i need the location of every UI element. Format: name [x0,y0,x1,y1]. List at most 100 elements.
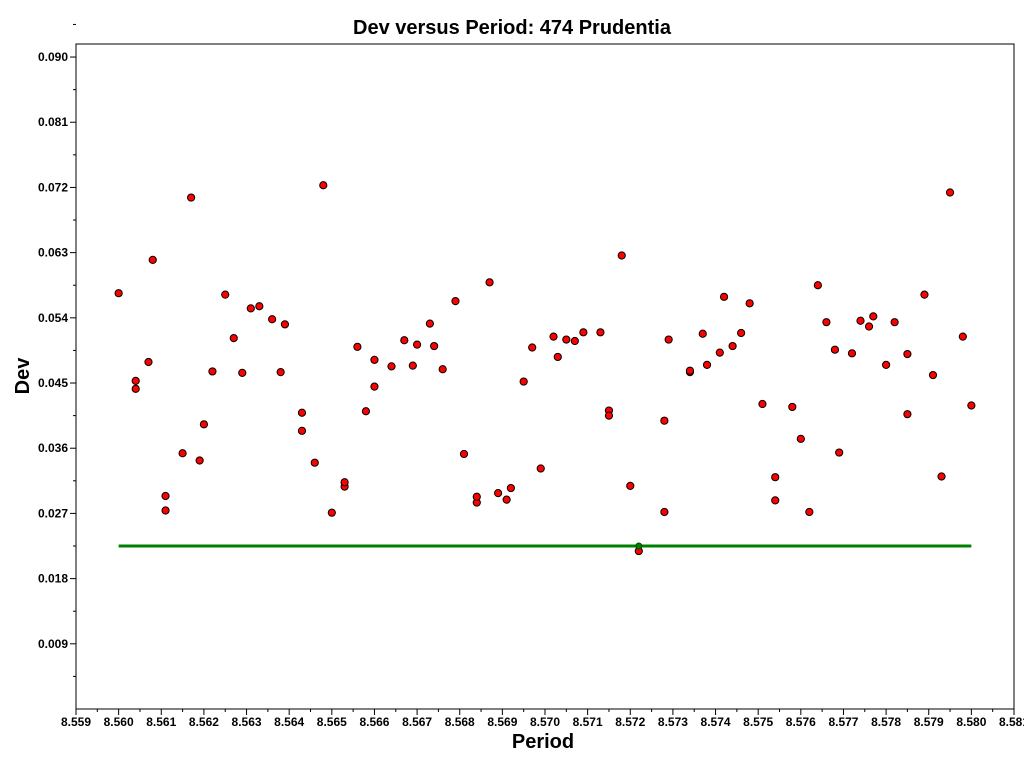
data-point [276,368,285,377]
data-point [553,352,562,362]
y-axis: 0.009 0.018 0.027 0.036 0.045 0.054 0.063 0.072… [38,23,76,677]
x-tick-label: 8.572 [615,715,645,729]
data-point [229,334,238,343]
y-tick-label: 0.045 [38,376,68,390]
data-point [327,508,336,517]
data-point [719,292,729,301]
data-point [937,472,946,481]
x-tick-label: 8.560 [104,715,134,729]
data-point [340,478,349,487]
x-tick-label: 8.570 [530,715,560,729]
plot-area [75,43,1015,710]
data-point [255,302,264,311]
data-point [771,496,780,505]
data-point [370,382,379,391]
x-tick-label: 8.578 [871,715,901,729]
data-point [459,449,469,459]
x-tick-label: 8.565 [317,715,347,729]
data-point [451,297,460,306]
data-point [199,420,209,429]
data-point [562,335,571,344]
data-point [280,320,290,329]
data-point [660,416,669,425]
data-point [579,328,588,337]
data-point [685,366,695,375]
x-tick-label: 8.567 [402,715,432,729]
x-tick-label: 8.577 [828,715,858,729]
x-axis-label: Period [512,731,574,753]
data-point [195,456,204,465]
data-point [238,368,247,377]
x-tick-label: 8.579 [914,715,944,729]
data-point [660,507,669,517]
data-point [737,328,746,338]
data-point [796,434,805,443]
data-point [408,361,417,370]
x-tick-label: 8.580 [956,715,986,729]
data-point [869,312,878,321]
data-point [822,318,831,327]
data-point [805,507,814,517]
data-point [485,278,494,287]
data-point [617,251,626,260]
data-point [958,332,967,341]
data-point [412,340,422,349]
data-point [387,362,396,371]
data-point [928,370,938,380]
data-point [268,315,277,324]
y-axis-label: Dev [12,357,34,395]
data-point [438,365,447,374]
y-tick-label: 0.036 [38,441,68,455]
data-point [114,289,123,298]
data-point [835,448,844,457]
x-tick-label: 8.581 [999,715,1024,729]
x-tick-label: 8.576 [786,715,816,729]
data-point [161,506,170,515]
data-point [131,376,140,385]
data-point [549,332,558,341]
x-tick-label: 8.562 [189,715,219,729]
data-point [903,410,912,419]
data-point [178,449,187,458]
data-point [370,355,379,364]
y-tick-label: 0.027 [38,506,68,520]
minimum-marker [635,542,643,550]
data-points [114,181,976,556]
data-point [890,318,899,327]
data-point [771,473,780,482]
data-point [856,316,865,325]
data-point [813,281,822,290]
data-point [472,492,481,501]
data-point [864,322,874,331]
data-point [758,399,767,409]
x-tick-label: 8.563 [232,715,262,729]
data-point [430,341,439,351]
data-point [506,483,515,493]
data-point [596,328,605,337]
data-point [246,304,255,313]
data-point [830,345,840,354]
x-tick-label: 8.568 [445,715,475,729]
data-point [319,181,328,190]
data-point [698,329,707,338]
data-point [847,349,857,358]
data-point [148,255,157,264]
data-point [297,426,307,435]
data-point [570,336,579,346]
data-point [221,290,230,299]
data-point [131,384,140,393]
x-axis: 8.559 8.560 8.561 8.562 8.563 8.564 8.565 8.566… [61,709,1024,729]
data-point [903,349,912,359]
data-point [881,360,891,370]
data-point [528,343,537,352]
y-tick-label: 0.072 [38,180,68,194]
x-tick-label: 8.559 [61,715,91,729]
x-tick-label: 8.571 [573,715,603,729]
data-point [494,489,503,498]
data-point [519,377,528,386]
data-point [502,495,511,504]
data-point [664,335,673,344]
data-point [920,290,929,299]
data-point [425,319,434,328]
